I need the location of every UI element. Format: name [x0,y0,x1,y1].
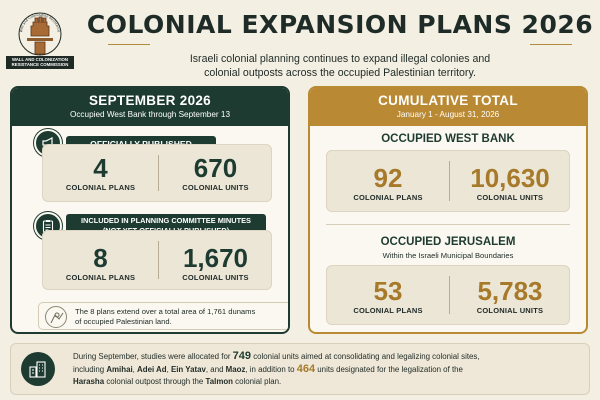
published-plans-label: COLONIAL PLANS [65,183,136,192]
minutes-card: 8 COLONIAL PLANS 1,670 COLONIAL UNITS [42,230,272,290]
footer-text-6: colonial outpost through the [104,377,206,387]
subtitle-line-1: Israeli colonial planning continues to e… [189,53,491,65]
footer-text-7: colonial plan. [232,377,282,387]
page-subtitle: Israeli colonial planning continues to e… [80,52,600,80]
jerusalem-divider [449,276,450,314]
jerusalem-units-cell: 5,783 COLONIAL UNITS [449,266,571,324]
place-ein-yatav: Ein Yatav [170,365,206,375]
jerusalem-card: 53 COLONIAL PLANS 5,783 COLONIAL UNITS [326,265,570,325]
cumulative-panel-header: CUMULATIVE TOTAL January 1 - August 31, … [310,88,586,126]
footer-comma-1: , [132,365,138,375]
page-title: COLONIAL EXPANSION PLANS 2026 [86,10,594,39]
title-rule-left [108,44,150,45]
footer-text-1: During September, studies were allocated… [73,352,233,361]
planning-minutes-label-line-1: INCLUDED IN PLANNING COMMITTEE MINUTES [81,216,251,225]
subtitle-line-2: colonial outposts across the occupied Pa… [204,67,476,79]
jerusalem-plans-label: COLONIAL PLANS [353,306,423,315]
jerusalem-plans-value: 53 [373,276,403,306]
fist-logo-icon: Wall and Colonization Resistance Commiss… [16,8,62,56]
cumulative-panel: CUMULATIVE TOTAL January 1 - August 31, … [308,86,588,334]
september-subtitle: Occupied West Bank through September 13 [69,110,231,119]
place-adei-ad: Adei Ad [137,365,167,375]
west-bank-units-label: COLONIAL UNITS [476,193,544,202]
logo-line-1: WALL AND COLONIZATION [11,57,68,62]
area-note: The 8 plans extend over a total area of … [38,302,288,330]
title-rule-right [530,44,572,45]
west-bank-units-value: 10,630 [470,163,550,193]
footer-text: During September, studies were allocated… [73,350,581,389]
west-bank-plans-cell: 92 COLONIAL PLANS [327,151,449,211]
buildings-badge [21,352,55,386]
september-panel-header: SEPTEMBER 2026 Occupied West Bank throug… [12,88,288,126]
area-note-line-1: The 8 plans extend over a total area of … [75,307,256,316]
footer-text-5: units designated for the legalization of… [315,365,463,375]
footer-and: , and [205,365,226,375]
footer-comma-2: , [166,365,171,375]
published-units-label: COLONIAL UNITS [182,183,249,192]
footer-number-464: 464 [296,363,316,376]
minutes-plans-cell: 8 COLONIAL PLANS [43,231,158,289]
published-units-value: 670 [193,153,238,183]
place-talmon: Talmon [205,377,233,387]
commission-logo: Wall and Colonization Resistance Commiss… [6,6,74,78]
minutes-units-cell: 1,670 COLONIAL UNITS [158,231,273,289]
cumulative-subtitle: January 1 - August 31, 2026 [396,110,500,119]
west-bank-plans-label: COLONIAL PLANS [353,193,423,202]
footer-line-1: During September, studies were allocated… [73,350,581,363]
footer-text-2: colonial units aimed at consolidating an… [251,352,480,361]
footer-text-4: , in addition to [245,365,297,375]
published-units-cell: 670 COLONIAL UNITS [158,145,273,201]
published-divider [158,155,159,191]
west-bank-title: OCCUPIED WEST BANK [381,133,515,145]
area-note-line-2: of occupied Palestinian land. [75,317,172,326]
footer-line-3: Harasha colonial outpost through the Tal… [73,376,581,388]
west-bank-divider [449,161,450,201]
place-harasha: Harasha [73,377,105,387]
footer-line-2: including Amihai, Adei Ad, Ein Yatav, an… [73,363,581,376]
cumulative-title: CUMULATIVE TOTAL [378,93,518,108]
west-bank-units-cell: 10,630 COLONIAL UNITS [449,151,571,211]
area-note-text: The 8 plans extend over a total area of … [75,307,288,327]
published-card: 4 COLONIAL PLANS 670 COLONIAL UNITS [42,144,272,202]
place-maoz: Maoz [225,365,246,375]
minutes-units-label: COLONIAL UNITS [182,273,249,282]
published-plans-cell: 4 COLONIAL PLANS [43,145,158,201]
september-title: SEPTEMBER 2026 [89,93,211,108]
footer-number-749: 749 [232,350,252,362]
section-separator [326,224,570,225]
footer-text-3: including [73,365,107,375]
west-bank-card: 92 COLONIAL PLANS 10,630 COLONIAL UNITS [326,150,570,212]
map-pin-icon [50,312,64,324]
place-amihai: Amihai [106,365,133,375]
footer-summary: During September, studies were allocated… [10,343,590,395]
west-bank-plans-value: 92 [373,163,403,193]
jerusalem-units-label: COLONIAL UNITS [476,306,544,315]
minutes-units-value: 1,670 [182,243,249,273]
jerusalem-title: OCCUPIED JERUSALEM [380,236,516,248]
minutes-plans-label: COLONIAL PLANS [65,273,136,282]
jerusalem-units-value: 5,783 [477,276,543,306]
published-plans-value: 4 [93,153,108,183]
jerusalem-plans-cell: 53 COLONIAL PLANS [327,266,449,324]
jerusalem-subtitle: Within the Israeli Municipal Boundaries [382,251,514,260]
minutes-plans-value: 8 [93,243,108,273]
map-pin-badge [45,306,67,328]
september-panel: SEPTEMBER 2026 Occupied West Bank throug… [10,86,290,334]
buildings-icon [29,361,46,378]
minutes-divider [158,241,159,279]
logo-line-2: RESISTANCE COMMISSION [11,62,69,68]
